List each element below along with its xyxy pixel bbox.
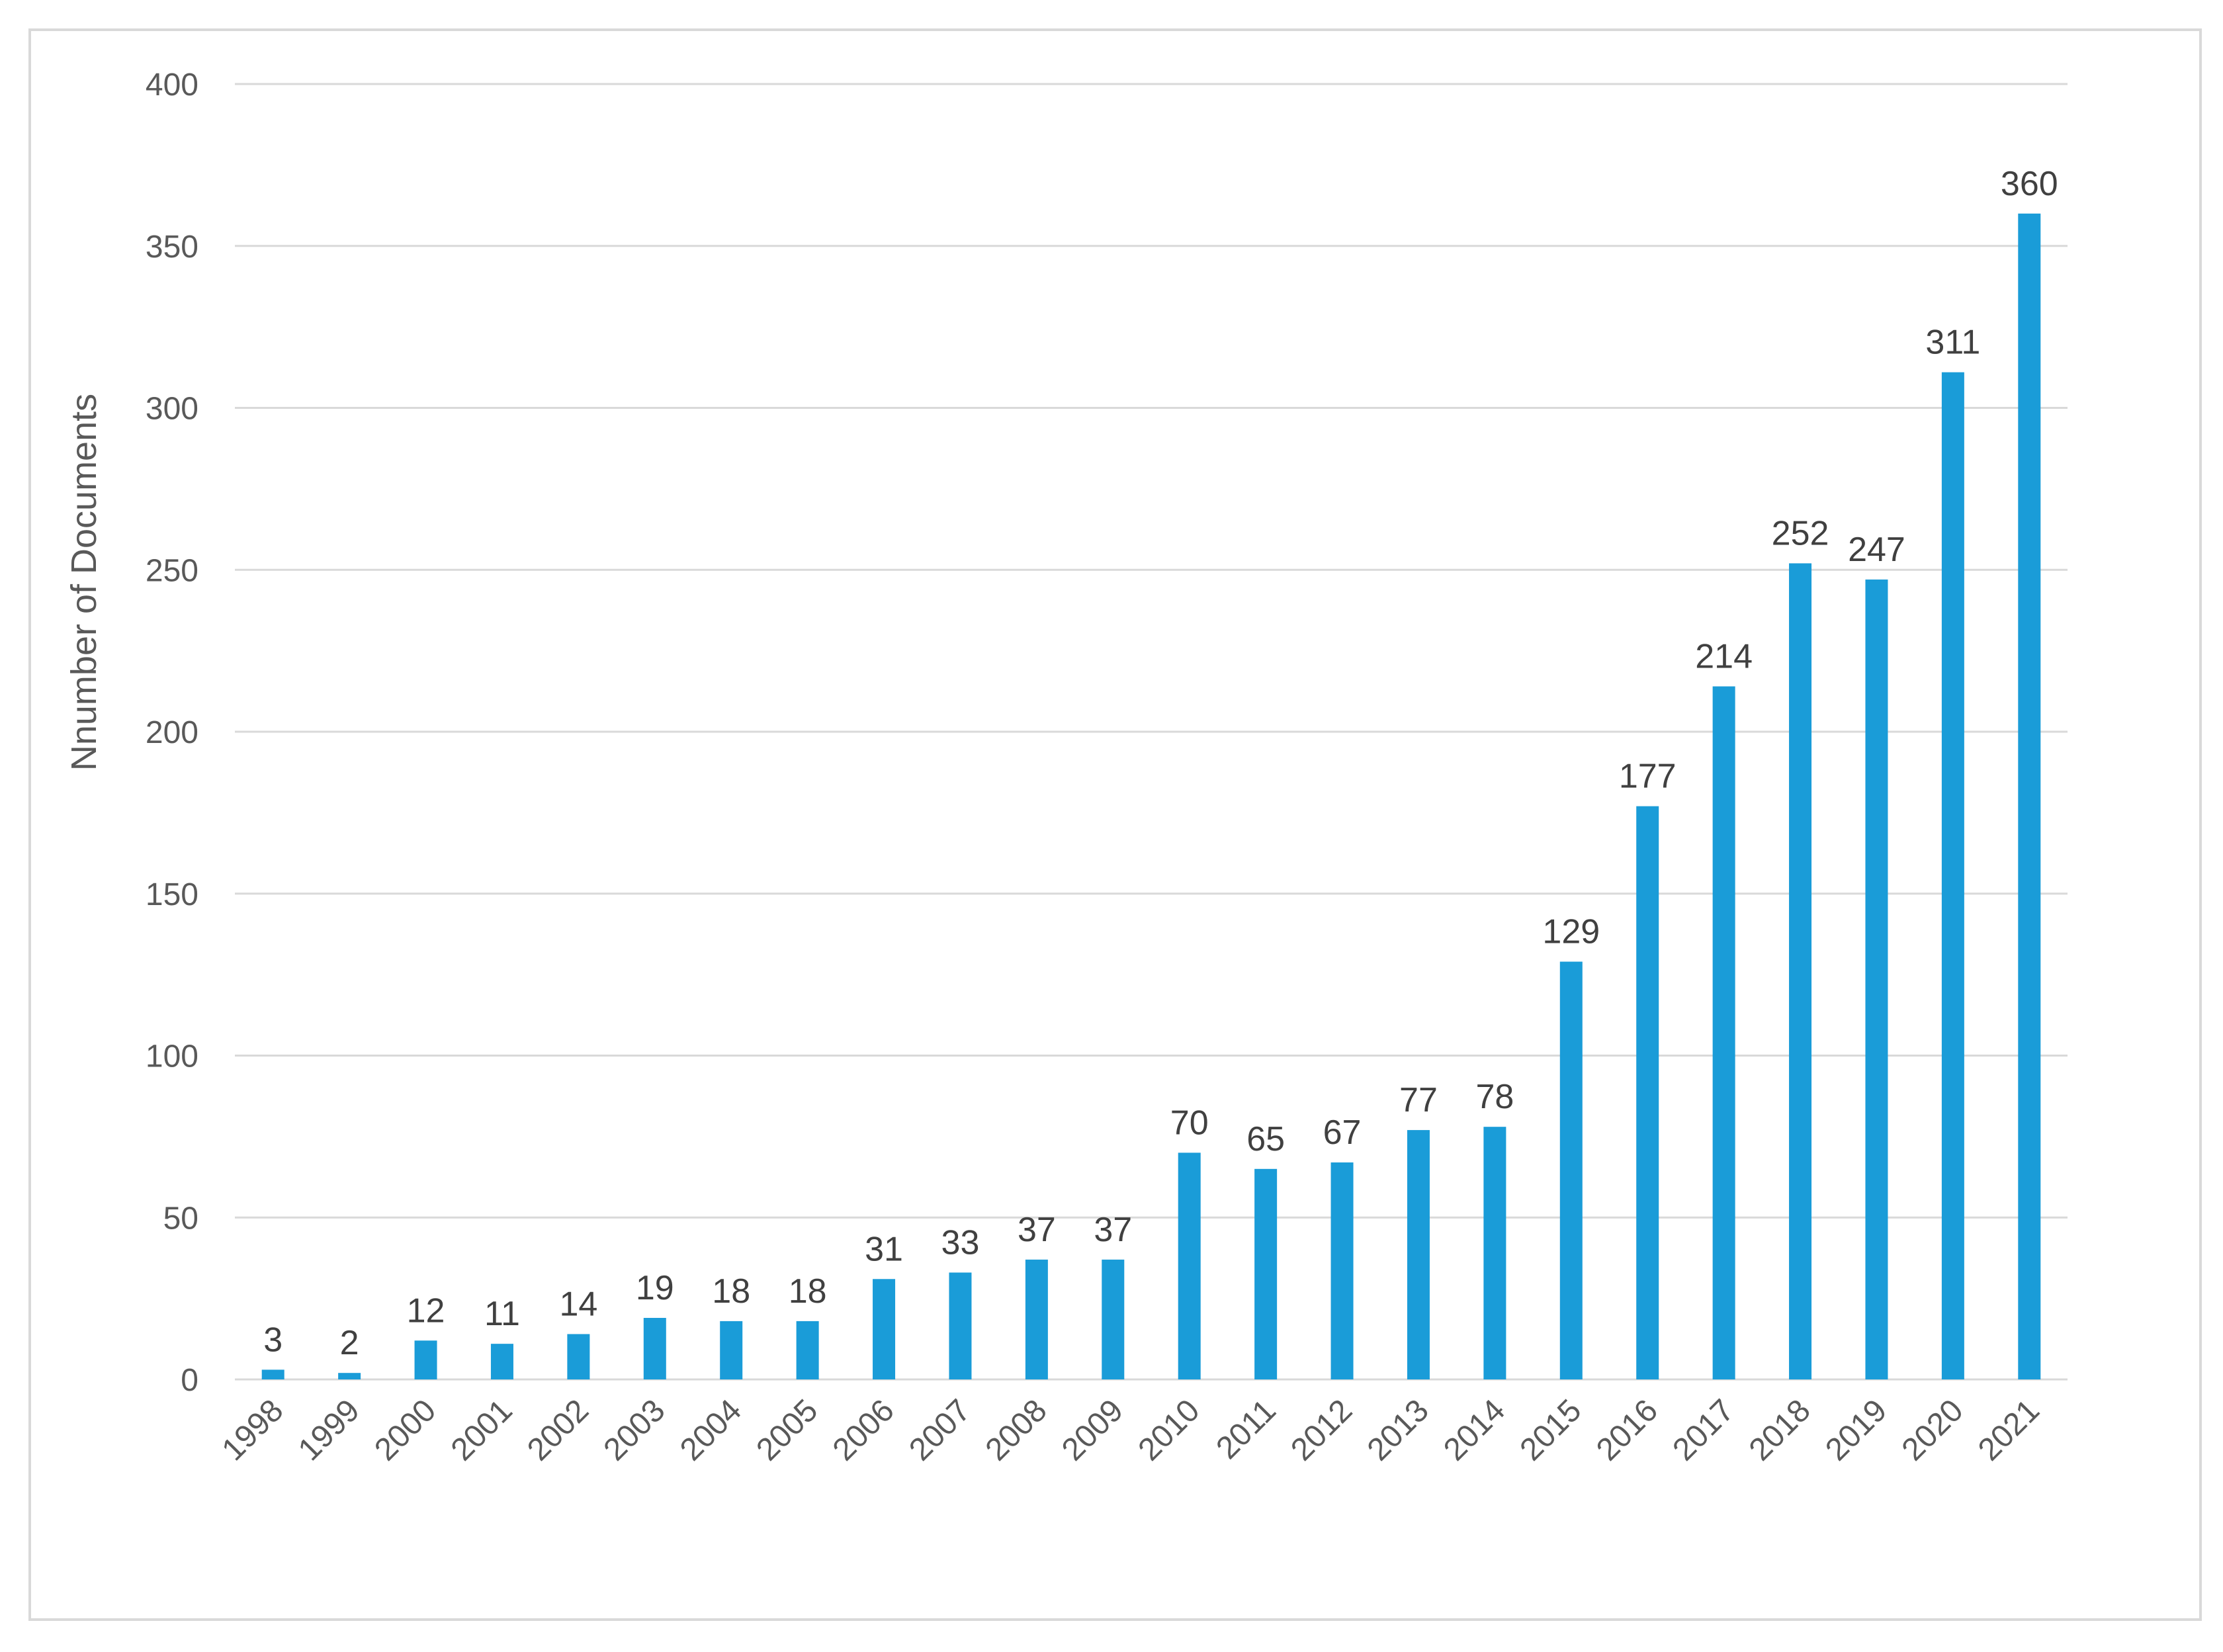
x-tick-label: 2016 — [1590, 1393, 1665, 1467]
x-tick-label: 2000 — [368, 1393, 443, 1467]
bar — [1407, 1130, 1430, 1379]
data-label: 11 — [484, 1295, 520, 1333]
y-axis-tick-labels: 0 50 100 150 200 250 300 350 400 — [146, 67, 198, 1398]
x-tick-label: 2021 — [1972, 1393, 2046, 1467]
bar — [1102, 1259, 1125, 1379]
y-tick-label: 350 — [146, 230, 198, 265]
bar — [1865, 579, 1888, 1379]
data-label: 14 — [559, 1285, 597, 1323]
bar — [567, 1334, 590, 1379]
bar — [949, 1272, 972, 1379]
data-labels: 3 2 12 11 14 19 18 18 31 33 37 37 70 65 67 77 78 129 177 21… — [263, 165, 2058, 1362]
data-label: 77 — [1399, 1081, 1438, 1119]
x-tick-label: 1998 — [216, 1393, 290, 1467]
x-axis-tick-labels: 1998 1999 2000 2001 2002 2003 2004 2005 2006 2007… — [216, 1393, 2047, 1467]
bar — [873, 1279, 896, 1379]
bar — [796, 1321, 819, 1379]
bar — [1941, 372, 1964, 1379]
bar — [1789, 563, 1812, 1380]
x-tick-label: 2019 — [1819, 1393, 1894, 1467]
x-tick-label: 2010 — [1132, 1393, 1207, 1467]
data-label: 247 — [1848, 531, 1905, 569]
data-label: 12 — [407, 1291, 445, 1330]
bar — [1636, 806, 1659, 1379]
x-tick-label: 2011 — [1209, 1393, 1282, 1465]
y-tick-label: 100 — [146, 1039, 198, 1074]
bar — [1712, 686, 1735, 1379]
x-tick-label: 2020 — [1896, 1393, 1970, 1467]
bars — [261, 213, 2041, 1380]
bar — [1559, 961, 1583, 1379]
x-tick-label: 2001 — [445, 1393, 519, 1467]
x-tick-label: 2018 — [1743, 1393, 1817, 1467]
data-label: 214 — [1695, 637, 1753, 675]
y-tick-label: 250 — [146, 553, 198, 588]
data-label: 252 — [1772, 514, 1829, 552]
bar — [414, 1340, 437, 1379]
data-label: 311 — [1925, 324, 1980, 362]
data-label: 37 — [1018, 1211, 1056, 1249]
x-tick-label: 2002 — [521, 1393, 595, 1467]
x-tick-label: 2007 — [902, 1393, 977, 1467]
data-label: 3 — [263, 1321, 283, 1359]
x-tick-label: 2008 — [979, 1393, 1054, 1467]
data-label: 67 — [1323, 1113, 1362, 1152]
bar — [1483, 1127, 1506, 1379]
bar — [1330, 1162, 1354, 1379]
x-tick-label: 1999 — [292, 1393, 367, 1467]
bar — [720, 1321, 743, 1379]
bar — [338, 1373, 361, 1379]
y-tick-label: 150 — [146, 877, 198, 912]
bar — [1025, 1259, 1048, 1379]
data-label: 33 — [941, 1223, 980, 1262]
data-label: 2 — [340, 1324, 359, 1362]
y-tick-label: 50 — [163, 1201, 198, 1236]
bar — [2018, 213, 2041, 1379]
data-label: 37 — [1094, 1211, 1132, 1249]
x-tick-label: 2015 — [1514, 1393, 1589, 1467]
y-tick-label: 200 — [146, 715, 198, 750]
data-label: 129 — [1542, 913, 1600, 951]
data-label: 78 — [1475, 1078, 1514, 1116]
data-label: 18 — [789, 1272, 827, 1311]
x-tick-label: 2009 — [1055, 1393, 1130, 1467]
x-tick-label: 2004 — [674, 1393, 748, 1467]
data-label: 18 — [712, 1272, 750, 1311]
bar — [1178, 1152, 1201, 1379]
x-tick-label: 2013 — [1361, 1393, 1436, 1467]
y-tick-label: 400 — [146, 67, 198, 103]
bar — [261, 1369, 284, 1379]
data-label: 65 — [1246, 1120, 1285, 1158]
bar — [1254, 1168, 1278, 1379]
data-label: 360 — [2001, 165, 2058, 203]
bar — [643, 1317, 666, 1379]
x-tick-label: 2014 — [1437, 1393, 1512, 1467]
data-label: 19 — [636, 1269, 674, 1307]
x-tick-label: 2003 — [597, 1393, 672, 1467]
x-tick-label: 2017 — [1666, 1393, 1741, 1467]
bar — [490, 1344, 513, 1379]
y-axis-title: Nnumber of Documents — [64, 394, 104, 771]
gridlines — [235, 83, 2068, 1381]
x-tick-label: 2006 — [826, 1393, 901, 1467]
y-tick-label: 0 — [181, 1363, 198, 1398]
x-tick-label: 2012 — [1284, 1393, 1359, 1467]
data-label: 177 — [1619, 758, 1677, 796]
data-label: 70 — [1170, 1104, 1209, 1142]
data-label: 31 — [865, 1230, 903, 1268]
y-tick-label: 300 — [146, 392, 198, 427]
x-tick-label: 2005 — [750, 1393, 824, 1467]
